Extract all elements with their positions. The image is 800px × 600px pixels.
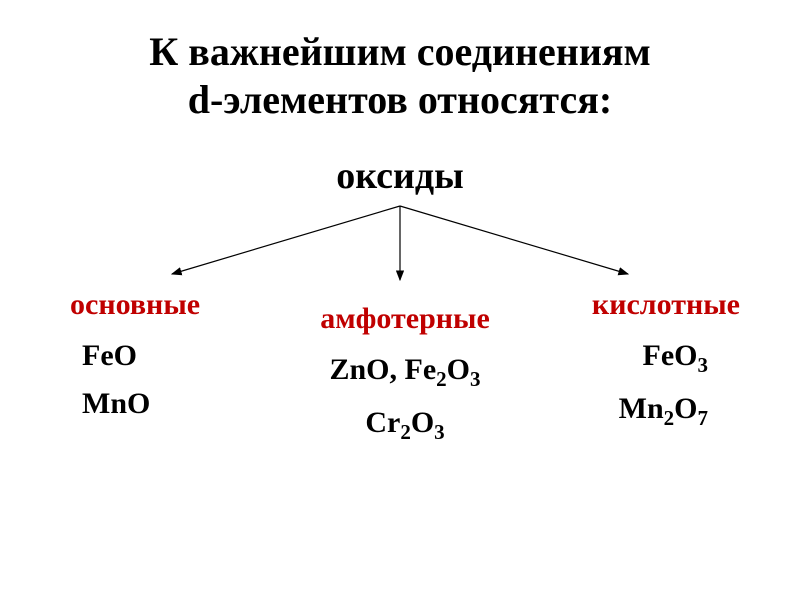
- formula-zno-fe2o3: ZnO, Fe2O3: [290, 355, 520, 390]
- formula-feo: FeO: [70, 341, 270, 371]
- category-amphoteric: амфотерные ZnO, Fe2O3 Cr2O3: [290, 302, 520, 443]
- category-acidic: кислотные FeO3 Mn2O7: [540, 288, 740, 443]
- root-node-label: оксиды: [0, 154, 800, 198]
- acidic-formula-group: FeO3 Mn2O7: [540, 341, 740, 429]
- category-amphoteric-label: амфотерные: [290, 302, 520, 337]
- basic-formula-group: FeO MnO: [70, 341, 270, 419]
- title-line-1: К важнейшим соединениям: [40, 28, 760, 76]
- formula-mn2o7: Mn2O7: [540, 394, 740, 429]
- category-basic-label: основные: [70, 288, 270, 323]
- branching-arrows: [0, 198, 800, 288]
- formula-cr2o3: Cr2O3: [290, 408, 520, 443]
- amphoteric-formula-group: ZnO, Fe2O3 Cr2O3: [290, 355, 520, 443]
- categories-row: основные FeO MnO амфотерные ZnO, Fe2O3 C…: [0, 288, 800, 443]
- title-block: К важнейшим соединениям d-элементов отно…: [0, 0, 800, 124]
- formula-mno: MnO: [70, 389, 270, 419]
- formula-feo3: FeO3: [540, 341, 740, 376]
- title-line-2: d-элементов относятся:: [40, 76, 760, 124]
- arrows-container: [0, 198, 800, 288]
- category-acidic-label: кислотные: [540, 288, 740, 323]
- category-basic: основные FeO MnO: [70, 288, 270, 443]
